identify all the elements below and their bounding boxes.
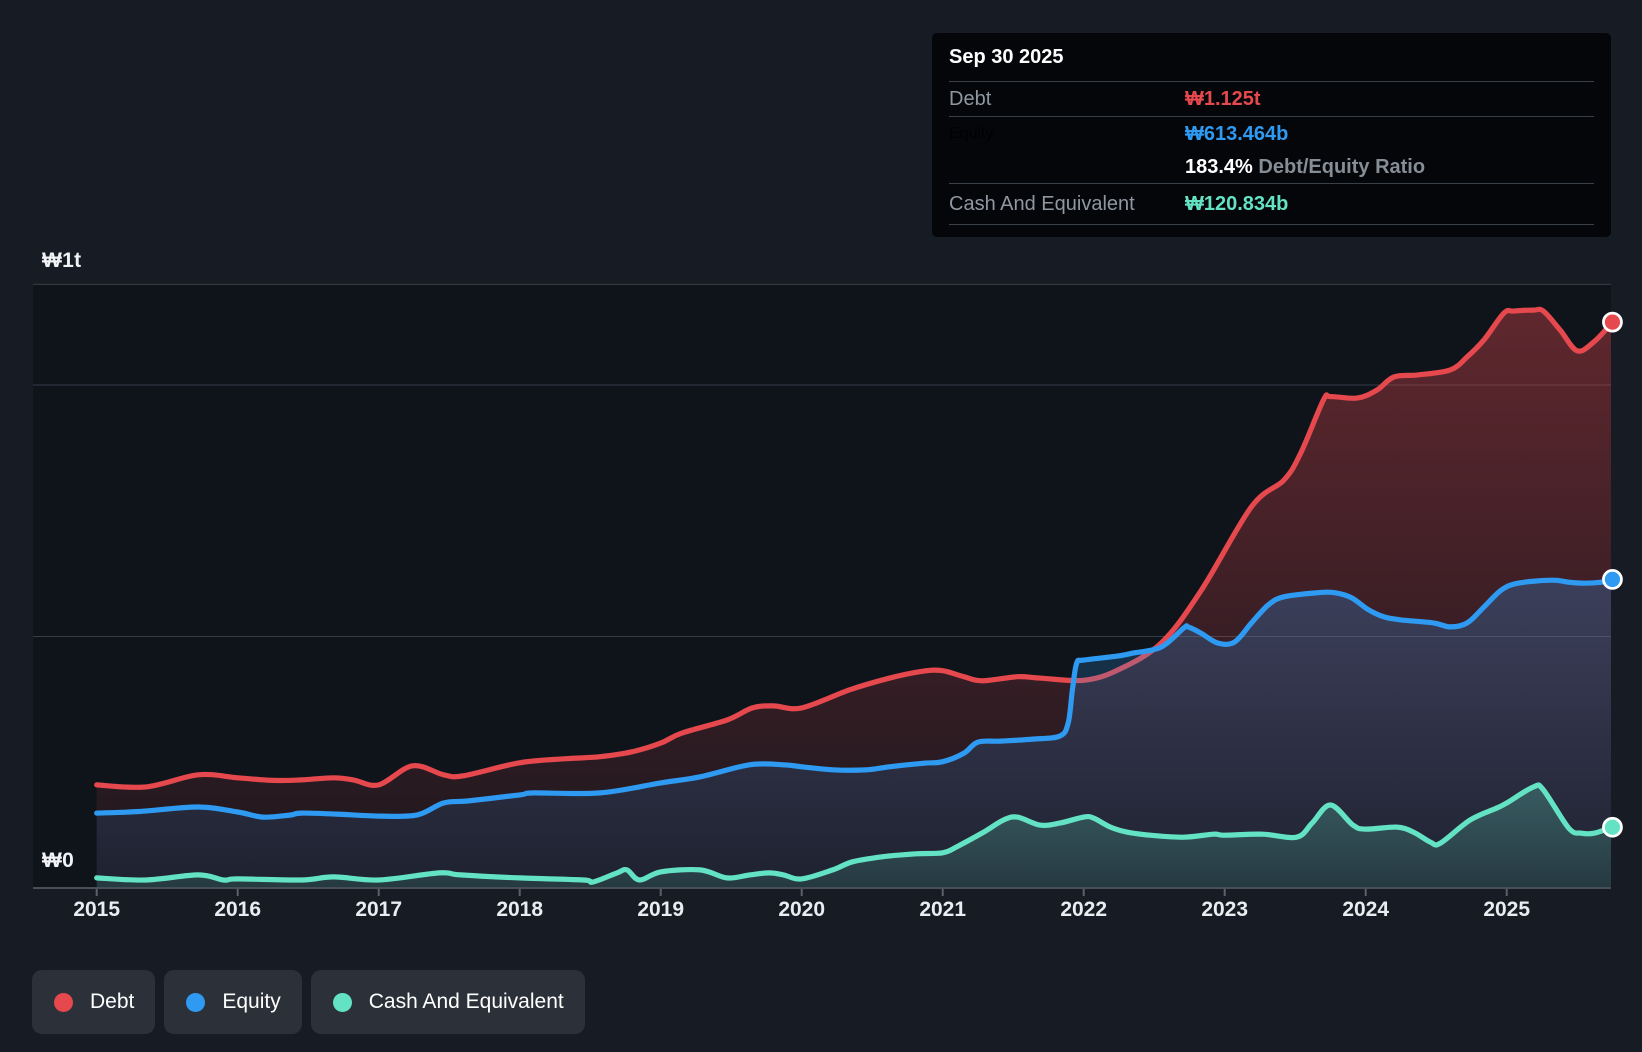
cash-and-equivalent-area bbox=[96, 784, 1611, 887]
x-tick-label-2024: 2024 bbox=[1342, 898, 1389, 921]
x-tick-label-2015: 2015 bbox=[73, 898, 120, 921]
y-axis-label-1t: ₩1t bbox=[42, 249, 82, 272]
equity-endpoint-marker[interactable] bbox=[1602, 569, 1623, 590]
chart-legend: Debt Equity Cash And Equivalent bbox=[32, 970, 585, 1034]
tooltip-row-equity: Equity ₩613.464b 183.4% Debt/Equity Rati… bbox=[949, 116, 1594, 183]
tooltip-equity-value: ₩613.464b bbox=[1185, 122, 1289, 145]
tooltip-debt-value: ₩1.125t bbox=[1185, 87, 1261, 110]
legend-equity-label: Equity bbox=[222, 990, 281, 1013]
cash-and-equivalent-line bbox=[94, 782, 1611, 885]
x-tick-label-2019: 2019 bbox=[637, 898, 684, 921]
tooltip-row-debt: Debt ₩1.125t bbox=[949, 81, 1594, 116]
x-tick-label-2020: 2020 bbox=[778, 898, 825, 921]
x-tick-label-2018: 2018 bbox=[496, 898, 543, 921]
cash-dot-icon bbox=[332, 992, 352, 1012]
tooltip-row-cash: Cash And Equivalent ₩120.834b bbox=[949, 183, 1594, 225]
tooltip-debt-label: Debt bbox=[949, 87, 992, 110]
x-tick-label-2023: 2023 bbox=[1201, 898, 1248, 921]
legend-item-cash[interactable]: Cash And Equivalent bbox=[310, 970, 585, 1034]
equity-area bbox=[96, 579, 1611, 887]
cash-and-equivalent-endpoint-marker[interactable] bbox=[1602, 816, 1623, 838]
legend-cash-label: Cash And Equivalent bbox=[368, 990, 564, 1013]
legend-item-debt[interactable]: Debt bbox=[32, 970, 156, 1034]
tooltip-cash-value: ₩120.834b bbox=[1185, 192, 1289, 215]
equity-line bbox=[94, 577, 1611, 820]
legend-item-equity[interactable]: Equity bbox=[164, 970, 302, 1034]
x-tick-label-2021: 2021 bbox=[919, 898, 966, 921]
debt-endpoint-marker[interactable] bbox=[1602, 311, 1623, 333]
equity-dot-icon bbox=[186, 992, 206, 1012]
legend-debt-label: Debt bbox=[90, 990, 135, 1013]
chart-tooltip: Sep 30 2025 Debt ₩1.125t Equity ₩613.464… bbox=[932, 33, 1611, 237]
tooltip-date: Sep 30 2025 bbox=[949, 45, 1064, 68]
x-tick-label-2025: 2025 bbox=[1483, 898, 1530, 921]
tooltip-equity-label: Equity bbox=[949, 125, 994, 142]
y-axis-label-0: ₩0 bbox=[42, 849, 75, 872]
tooltip-debt-equity-ratio: 183.4% Debt/Equity Ratio bbox=[1185, 155, 1426, 178]
x-tick-label-2017: 2017 bbox=[355, 898, 402, 921]
x-tick-label-2022: 2022 bbox=[1060, 898, 1107, 921]
debt-dot-icon bbox=[54, 992, 73, 1012]
x-tick-label-2016: 2016 bbox=[214, 898, 261, 921]
debt-line bbox=[94, 306, 1611, 790]
tooltip-cash-label: Cash And Equivalent bbox=[949, 192, 1135, 215]
